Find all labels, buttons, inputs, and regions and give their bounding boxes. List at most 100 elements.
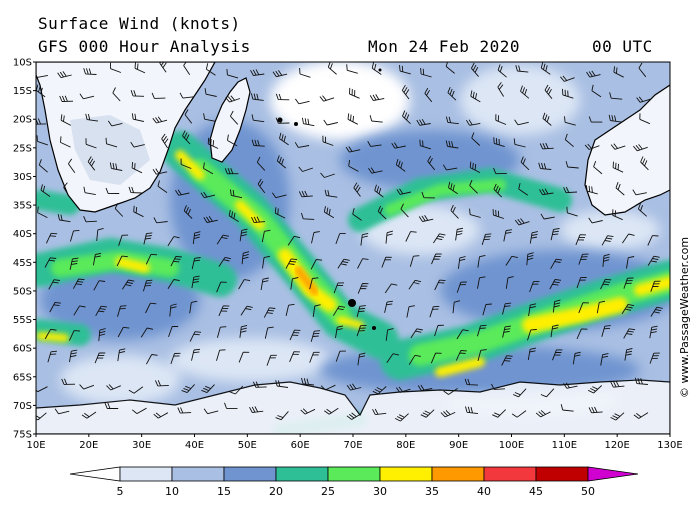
wind-barb (300, 408, 316, 415)
wind-barb (69, 349, 78, 363)
wind-barb (395, 158, 406, 172)
legend-swatch (431, 466, 485, 482)
wind-barb (239, 228, 248, 242)
wind-barb (637, 203, 647, 217)
wind-barb (145, 253, 158, 265)
wind-barb (529, 231, 538, 244)
wind-barb (576, 328, 588, 340)
wind-speed-legend: 5 10 15 20 25 30 35 40 45 50 (69, 466, 639, 498)
wind-barb (542, 112, 552, 126)
wind-barb (647, 235, 659, 246)
wind-barb (266, 354, 277, 366)
wind-barb (324, 189, 338, 198)
wind-barb (493, 183, 503, 198)
wind-barb (335, 350, 346, 362)
wind-barb (224, 168, 239, 175)
wind-barb (549, 278, 562, 290)
wind-barb (520, 85, 530, 99)
wind-barb (452, 300, 461, 314)
wind-barb (183, 205, 193, 219)
wind-barb (539, 188, 554, 196)
wind-barb (456, 281, 467, 293)
lon-tick-label: 70E (343, 440, 362, 451)
wind-barb (61, 378, 76, 385)
wind-barb (369, 115, 383, 123)
wind-barb (572, 351, 581, 365)
map-title: Surface Wind (knots) (38, 14, 241, 33)
wind-barb (240, 305, 253, 316)
wind-barb (408, 279, 422, 290)
wind-barb (442, 164, 458, 171)
wind-barb (229, 385, 244, 395)
model-run-label: GFS 000 Hour Analysis (38, 37, 251, 56)
wind-barb (204, 88, 217, 97)
wind-barb (395, 386, 411, 393)
wind-barb (515, 65, 529, 73)
wind-barb (647, 255, 660, 266)
wind-barb (203, 216, 218, 223)
wind-barb (560, 404, 574, 412)
legend-tick-label: 10 (165, 485, 179, 498)
wind-barb (621, 303, 635, 314)
wind-barb (400, 203, 409, 218)
wind-barb (445, 116, 459, 125)
wind-barb (263, 307, 276, 318)
wind-barb (357, 352, 366, 366)
wind-barb (298, 190, 313, 198)
wind-barb (200, 191, 216, 199)
wind-barb (615, 182, 625, 196)
wind-barb (386, 353, 400, 363)
wind-barb (584, 143, 600, 150)
wind-barb (396, 188, 411, 195)
wind-barb (170, 255, 182, 267)
wind-barb (650, 306, 663, 317)
wind-barb (394, 413, 409, 422)
wind-barb (131, 161, 143, 174)
wind-barb (591, 84, 602, 98)
wind-barb (285, 303, 295, 317)
wind-barb (587, 385, 603, 394)
wind-barb (225, 95, 241, 103)
wind-barb (323, 119, 338, 126)
lat-tick-label: 30S (13, 172, 32, 183)
wind-barb (502, 325, 511, 338)
wind-barb (649, 325, 658, 339)
wind-barb (260, 277, 269, 291)
wind-barb (191, 348, 201, 361)
wind-barb (505, 255, 518, 266)
wind-barb (301, 377, 315, 386)
wind-barb (83, 186, 96, 196)
wind-barb (96, 227, 104, 241)
legend-swatch (535, 466, 589, 482)
wind-barb (497, 64, 507, 78)
wind-barb (143, 232, 153, 245)
wind-barb (602, 253, 610, 267)
wind-barb (170, 352, 181, 365)
wind-barb (36, 74, 48, 78)
wind-barb (356, 305, 366, 318)
wind-barb (68, 330, 81, 341)
legend-tick-label: 25 (321, 485, 335, 498)
wind-barb (529, 281, 540, 293)
wind-barb (105, 137, 118, 148)
wind-barb (513, 138, 526, 148)
wind-barb (624, 348, 633, 361)
legend-tick-label: 5 (117, 485, 124, 498)
wind-barb (48, 279, 60, 290)
wind-barb (203, 162, 214, 175)
wind-barb (323, 206, 335, 219)
wind-barb (481, 233, 492, 246)
wind-barb (469, 179, 478, 194)
wind-barb (476, 324, 487, 337)
wind-barb (649, 352, 660, 364)
wind-barb (563, 186, 578, 194)
wind-barb (477, 254, 486, 268)
wind-barb (118, 234, 129, 246)
wind-barb (38, 159, 48, 173)
wind-barb (179, 92, 194, 99)
wind-barb (122, 279, 135, 290)
legend-arrow-low (69, 466, 121, 482)
wind-barb (116, 255, 128, 267)
wind-barb (218, 305, 230, 317)
wind-barb (434, 324, 444, 337)
